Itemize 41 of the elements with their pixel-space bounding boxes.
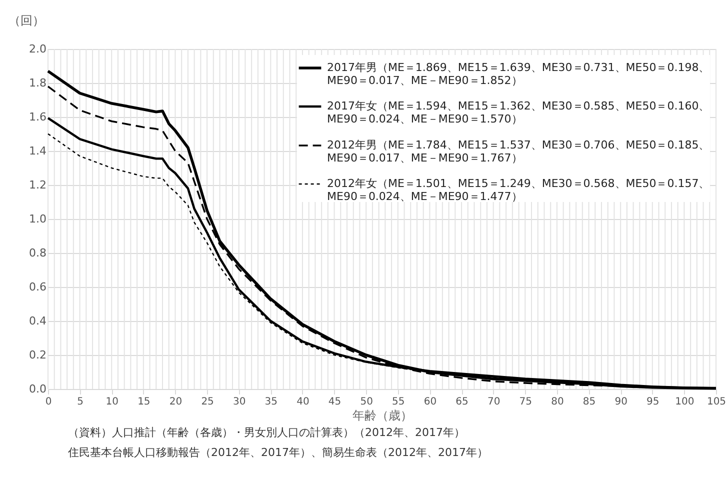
x-tick-label: 100 <box>675 396 694 408</box>
x-tick-label: 85 <box>582 396 596 408</box>
y-tick-label: 0.4 <box>29 314 46 328</box>
x-tick-label: 90 <box>614 396 628 408</box>
y-axis-title: （回） <box>8 14 44 28</box>
x-tick-label: 5 <box>77 396 84 408</box>
x-tick-label: 70 <box>487 396 500 408</box>
y-tick-label: 1.6 <box>29 110 46 124</box>
y-tick-label: 0.0 <box>29 382 46 396</box>
x-tick-label: 40 <box>296 396 310 408</box>
x-tick-label: 35 <box>264 396 278 408</box>
y-tick-label: 1.0 <box>29 212 46 226</box>
x-tick-label: 50 <box>360 396 373 408</box>
x-tick-label: 0 <box>45 396 52 408</box>
y-tick-label: 1.2 <box>29 178 46 192</box>
y-tick-label: 0.6 <box>29 280 46 294</box>
x-tick-label: 95 <box>646 396 660 408</box>
x-tick-label: 80 <box>551 396 564 408</box>
y-tick-label: 1.8 <box>29 76 46 90</box>
legend-label: 2012年女（ME＝1.501、ME15＝1.249、ME30＝0.568、ME50＝0.157、ME90＝0.024、ME－ME90＝1.477） <box>327 177 710 203</box>
legend-label: 2017年女（ME＝1.594、ME15＝1.362、ME30＝0.585、ME50＝0.160、ME90＝0.024、ME－ME90＝1.570） <box>327 100 710 126</box>
text: 住民基本台帳人口移動報告（2012年、2017年）、簡易生命表（2012年、2017年） <box>68 446 488 459</box>
y-tick-label: 0.8 <box>29 246 46 260</box>
legend-label: 2012年男（ME＝1.784、ME15＝1.537、ME30＝0.706、ME50＝0.185、ME90＝0.017、ME－ME90＝1.767） <box>327 138 710 164</box>
y-tick-label: 1.4 <box>29 144 46 158</box>
x-axis-title: 年齢（歳） <box>352 408 412 422</box>
x-tick-label: 10 <box>106 396 118 408</box>
text: （資料）人口推計（年齢（各歳）・男女別人口の計算表）（2012年、2017年） <box>68 426 465 439</box>
x-tick-label: 15 <box>138 396 150 408</box>
x-tick-label: 20 <box>169 396 182 408</box>
x-tick-label: 45 <box>328 396 342 408</box>
x-tick-label: 55 <box>392 396 405 408</box>
y-tick-label: 2.0 <box>29 42 46 56</box>
x-tick-label: 30 <box>232 396 246 408</box>
x-tick-label: 25 <box>201 396 214 408</box>
x-tick-label: 75 <box>519 396 532 408</box>
y-tick-label: 0.2 <box>29 348 46 362</box>
legend-label: 2017年男（ME＝1.869、ME15＝1.639、ME30＝0.731、ME50＝0.198、ME90＝0.017、ME－ME90＝1.852） <box>327 61 710 87</box>
x-tick-label: 105 <box>706 396 726 408</box>
x-tick-label: 60 <box>424 396 437 408</box>
x-tick-label: 65 <box>456 396 468 408</box>
